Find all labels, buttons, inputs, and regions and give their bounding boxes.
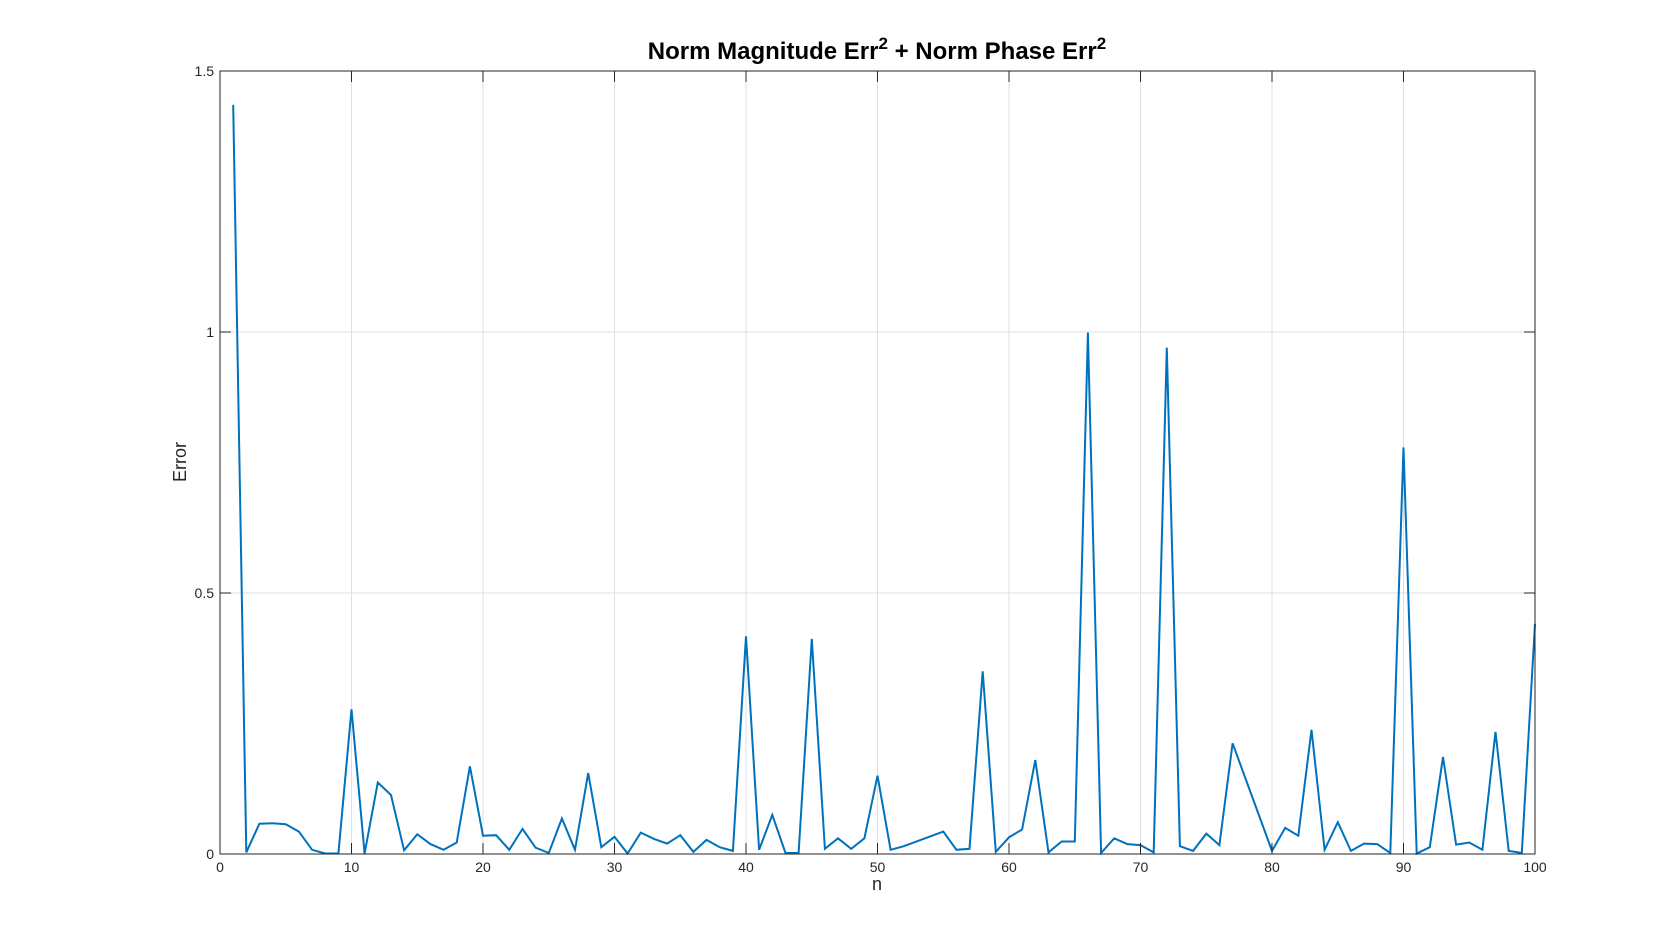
x-tick-label: 30 [607, 859, 623, 875]
chart-title: Norm Magnitude Err2 + Norm Phase Err2 [648, 34, 1106, 65]
x-tick-label: 100 [1523, 859, 1547, 875]
y-axis-label: Error [170, 442, 190, 482]
x-tick-label: 50 [870, 859, 886, 875]
title-part-2: + Norm Phase Err [888, 38, 1097, 65]
grid-lines [220, 71, 1535, 854]
title-superscript-1: 2 [878, 34, 887, 53]
axis-ticks: 0 10 20 30 40 50 60 70 80 90 100 0 0.5 1 1.5 [195, 63, 1547, 875]
x-axis-label: n [872, 874, 882, 894]
x-tick-label: 0 [216, 859, 224, 875]
x-tick-label: 90 [1396, 859, 1412, 875]
x-tick-label: 80 [1264, 859, 1280, 875]
x-tick-label: 40 [738, 859, 754, 875]
title-part-1: Norm Magnitude Err [648, 38, 879, 65]
x-tick-label: 60 [1001, 859, 1017, 875]
x-tick-label: 70 [1133, 859, 1149, 875]
y-tick-label: 1 [206, 324, 214, 340]
data-series [232, 104, 1536, 856]
y-tick-label: 0.5 [195, 585, 215, 601]
x-tick-label: 20 [475, 859, 491, 875]
title-superscript-2: 2 [1097, 34, 1106, 53]
series-line [232, 104, 1536, 856]
y-tick-label: 1.5 [195, 63, 215, 79]
y-tick-label: 0 [206, 846, 214, 862]
x-tick-label: 10 [344, 859, 360, 875]
